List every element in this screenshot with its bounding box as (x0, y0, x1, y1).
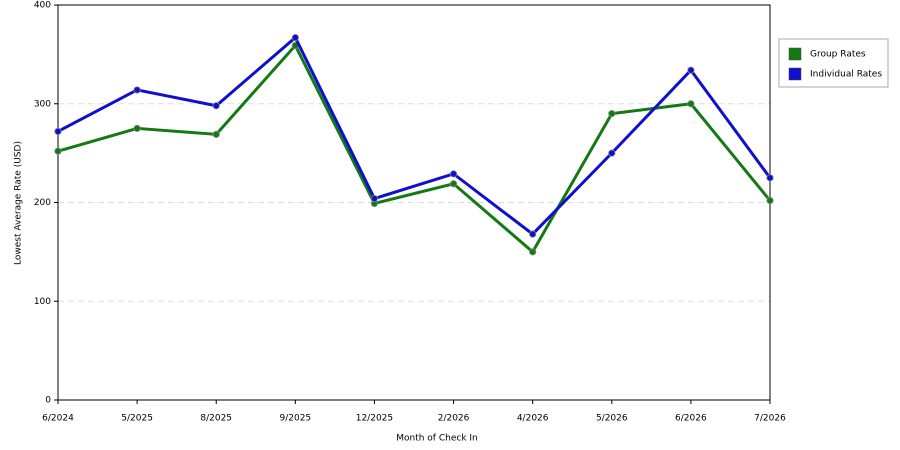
point (291, 33, 299, 42)
point (212, 130, 220, 138)
point (133, 86, 141, 94)
x-tick-label: 5/2026 (596, 414, 628, 424)
x-tick-label: 8/2025 (200, 414, 232, 424)
y-tick-label: 400 (34, 1, 51, 11)
point (608, 110, 616, 118)
point (54, 147, 62, 155)
legend-label: Individual Rates (810, 70, 882, 80)
point (687, 100, 695, 108)
point (608, 149, 616, 157)
y-tick-label: 100 (34, 297, 51, 307)
point (687, 66, 695, 74)
x-tick-label: 6/2026 (675, 414, 707, 424)
y-tick-label: 200 (34, 198, 51, 208)
x-tick-label: 5/2025 (121, 414, 153, 424)
y-tick-label: 0 (45, 396, 51, 406)
legend-swatch (788, 47, 802, 61)
point (529, 230, 537, 238)
x-tick-label: 2/2026 (438, 414, 470, 424)
x-tick-label: 9/2025 (279, 414, 311, 424)
point (766, 196, 774, 205)
point (212, 102, 220, 110)
x-axis-label: Month of Check In (396, 434, 478, 444)
series-line (57, 42, 772, 255)
point (54, 127, 62, 135)
y-tick-label: 300 (34, 99, 51, 109)
y-axis-label: Lowest Average Rate (USD) (14, 141, 24, 265)
point (449, 180, 458, 188)
point (133, 124, 141, 133)
point (370, 194, 379, 203)
legend-label: Group Rates (810, 50, 866, 60)
point (766, 174, 774, 182)
x-tick-label: 4/2026 (517, 414, 549, 424)
x-tick-label: 6/2024 (42, 414, 74, 424)
point (449, 170, 458, 178)
series-line (57, 35, 772, 237)
x-tick-label: 12/2025 (356, 414, 393, 424)
point (529, 248, 537, 256)
x-tick-label: 7/2026 (754, 414, 786, 424)
legend-swatch (788, 67, 802, 81)
